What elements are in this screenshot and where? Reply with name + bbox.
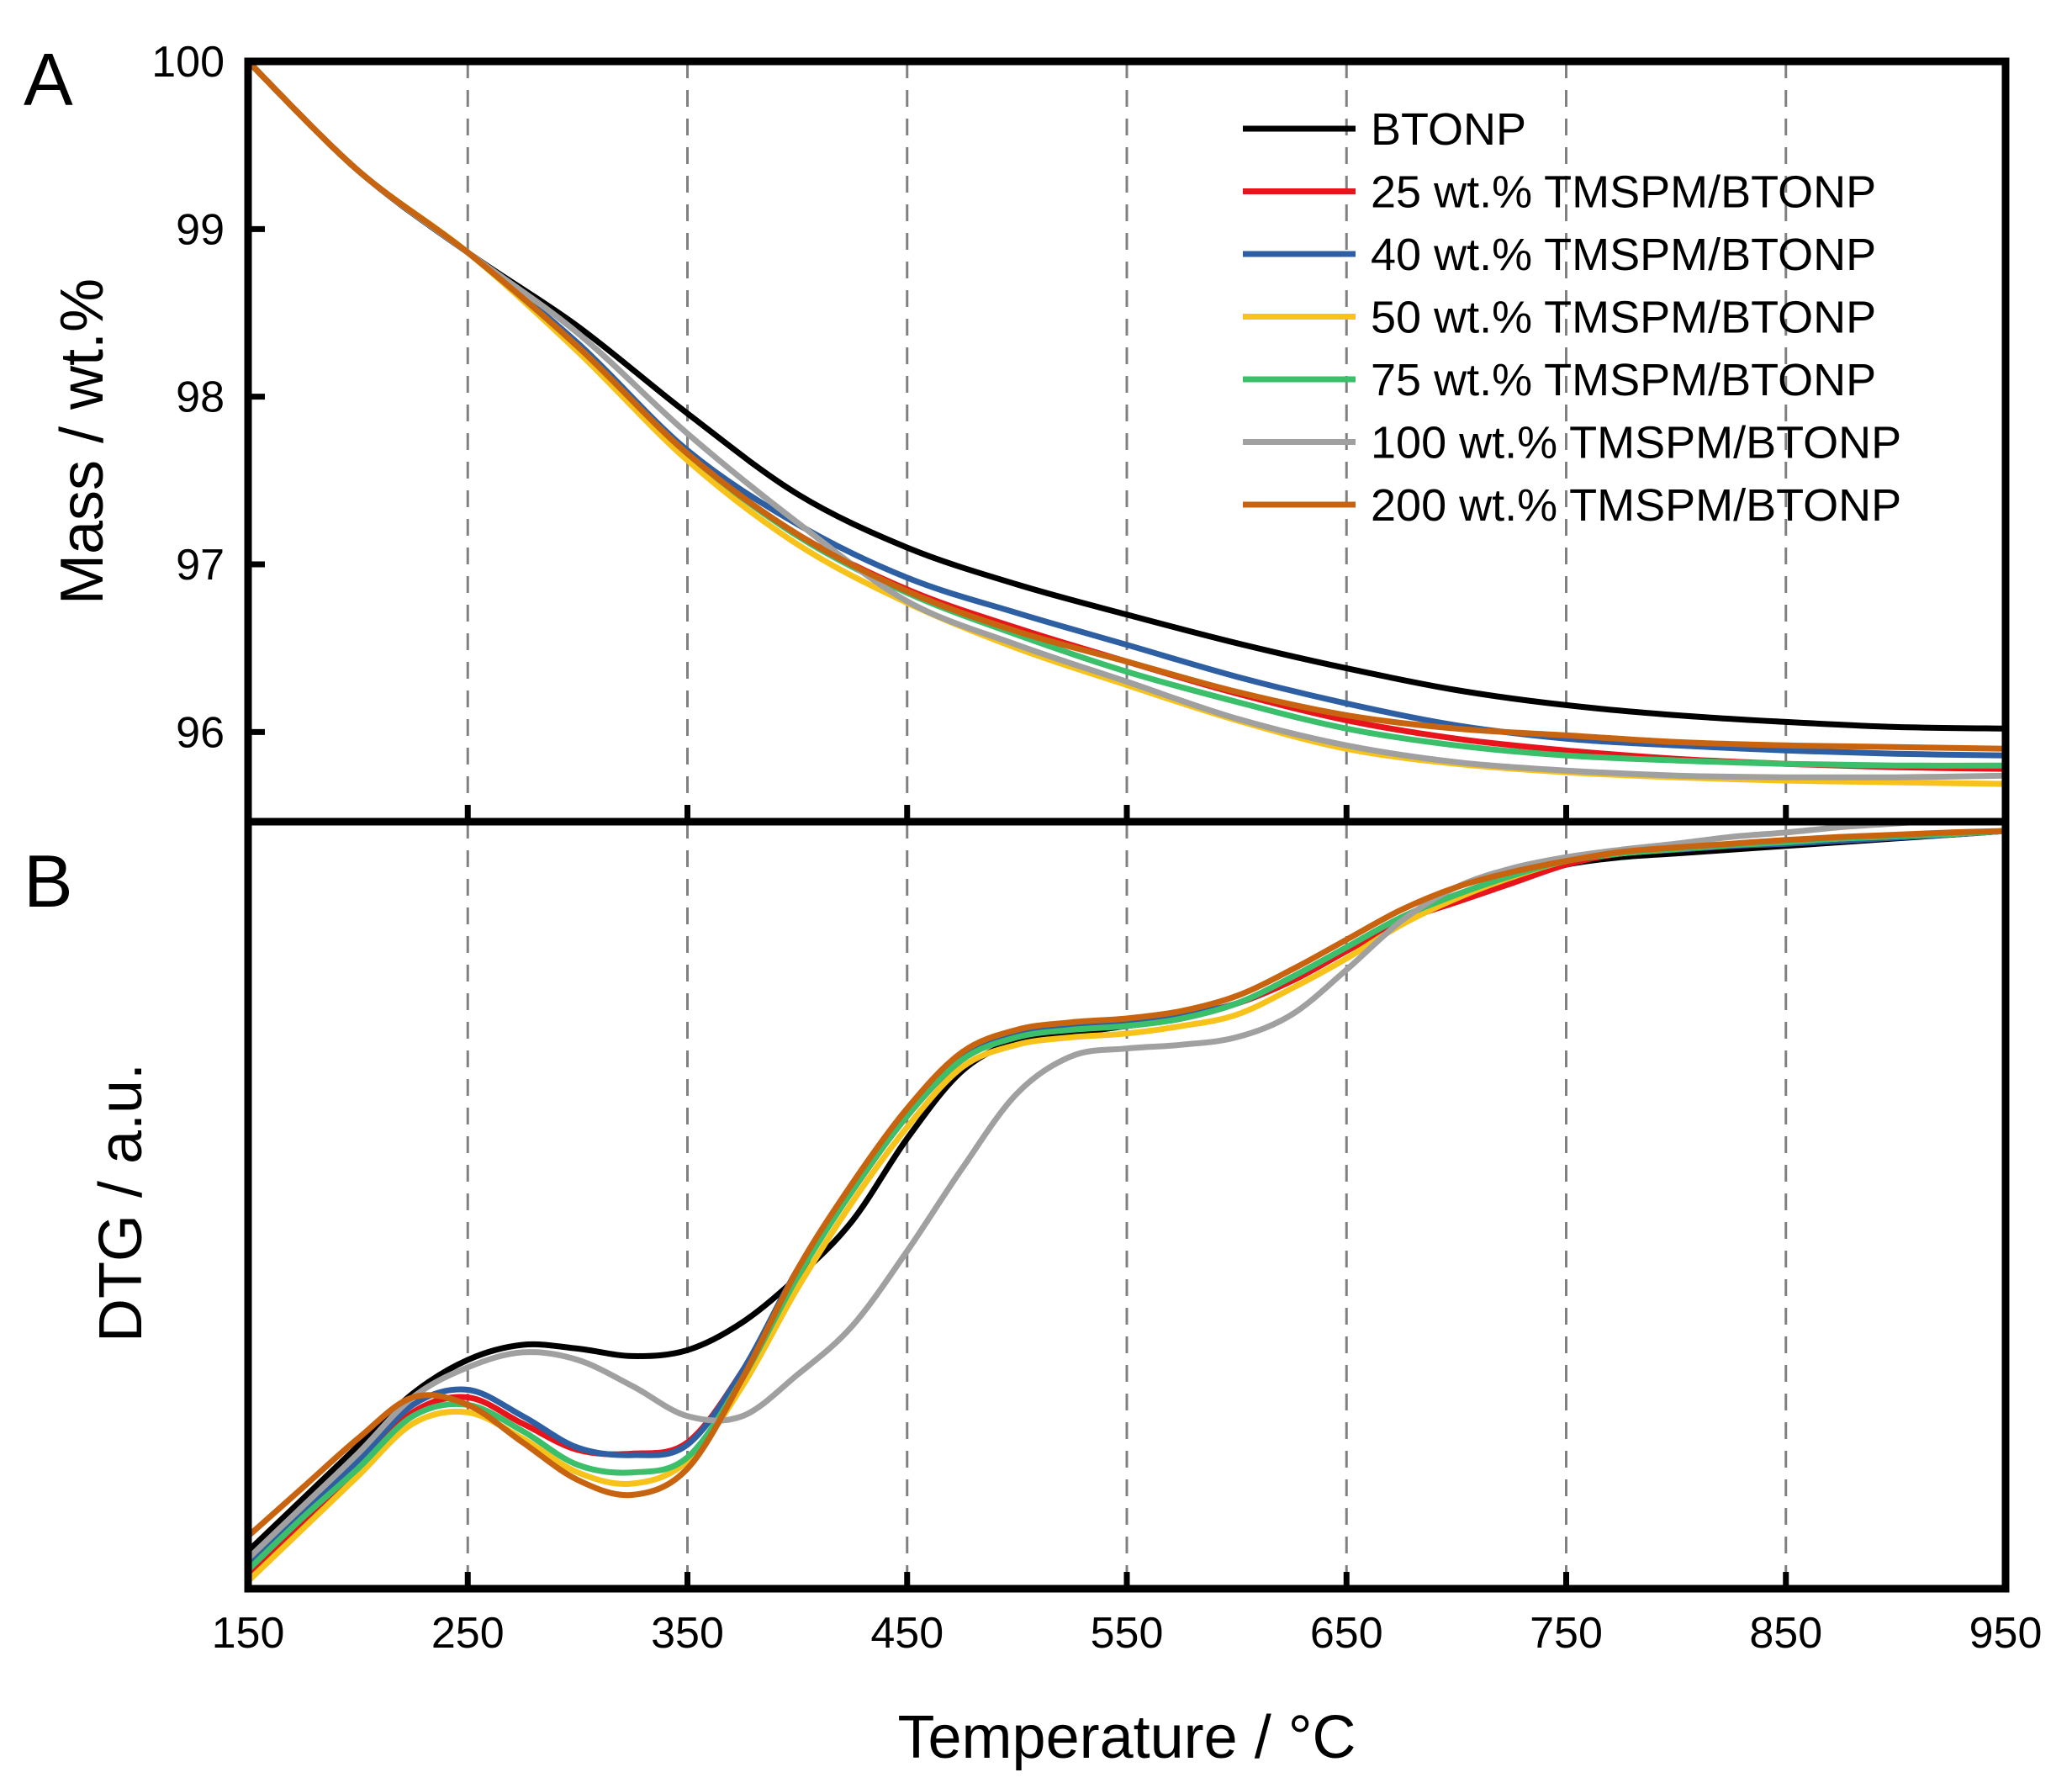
x-tick-label: 950 [1969, 1609, 2043, 1658]
panel-b-series-line-5 [248, 823, 1940, 1562]
x-tick-label: 850 [1749, 1609, 1822, 1658]
legend-label-6: 200 wt.% TMSPM/BTONP [1371, 480, 1901, 531]
panel-b-ticks: 150 250 350 450 550 650 750 850 950 [212, 1572, 2043, 1658]
legend-label-1: 25 wt.% TMSPM/BTONP [1371, 167, 1876, 218]
legend: BTONP 25 wt.% TMSPM/BTONP 40 wt.% TMSPM/BT… [1243, 104, 1901, 531]
legend-label-4: 75 wt.% TMSPM/BTONP [1371, 355, 1876, 405]
panel-b-series-line-6 [248, 828, 2006, 1539]
x-tick-label: 650 [1310, 1609, 1383, 1658]
panel-a-plot-area [248, 61, 2006, 787]
panel-label-b: B [24, 839, 73, 923]
panel-a-y-tick-label: 96 [176, 708, 225, 757]
panel-b-plot-area [248, 823, 2006, 1585]
panel-a-y-tick-label: 98 [176, 373, 225, 422]
x-tick-label: 350 [651, 1609, 724, 1658]
panel-a-y-tick-label: 99 [176, 205, 225, 254]
panel-a-y-tick-label: 100 [151, 38, 225, 87]
x-tick-label: 550 [1091, 1609, 1164, 1658]
x-tick-label: 150 [212, 1609, 285, 1658]
panel-a-series-line-5 [248, 61, 2006, 780]
legend-label-0: BTONP [1371, 104, 1526, 155]
panel-a-series-line-6 [248, 61, 2006, 752]
legend-label-3: 50 wt.% TMSPM/BTONP [1371, 293, 1876, 343]
x-tick-label: 450 [870, 1609, 944, 1658]
x-axis-title: Temperature / °C [898, 1704, 1356, 1771]
legend-label-5: 100 wt.% TMSPM/BTONP [1371, 418, 1901, 468]
panel-a-ticks: 96 97 98 99 100 [151, 38, 2009, 822]
panel-a-y-tick-label: 97 [176, 541, 225, 590]
x-tick-label: 250 [431, 1609, 505, 1658]
panel-label-a: A [24, 38, 73, 121]
x-tick-label: 750 [1530, 1609, 1603, 1658]
panel-b-y-axis-title: DTG / a.u. [87, 1063, 155, 1342]
legend-label-2: 40 wt.% TMSPM/BTONP [1371, 230, 1876, 280]
panel-a-y-axis-title: Mass / wt.% [49, 278, 116, 605]
